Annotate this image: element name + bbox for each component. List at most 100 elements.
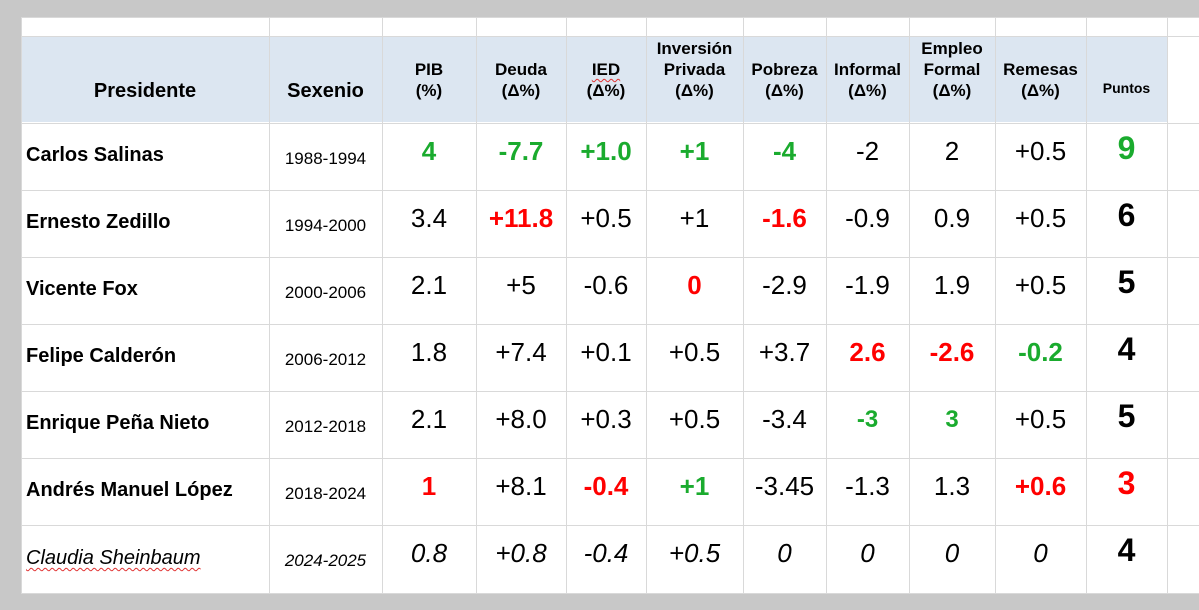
ied-cell[interactable]: -0.6	[583, 270, 629, 300]
inversion-privada-cell[interactable]: +0.5	[668, 538, 721, 568]
informal-cell[interactable]: -1.9	[845, 270, 890, 300]
remesas-cell[interactable]: +0.5	[1014, 404, 1067, 434]
pib-cell[interactable]: 2.1	[410, 404, 448, 434]
informal-cell[interactable]: 0	[860, 538, 875, 568]
header-sexenio[interactable]: Sexenio	[287, 80, 364, 102]
ied-cell[interactable]: -0.4	[583, 471, 629, 501]
header-presidente[interactable]: Presidente	[93, 80, 197, 102]
informal-cell[interactable]: 2.6	[849, 337, 886, 367]
grid-line	[646, 17, 647, 594]
grid-line	[909, 17, 910, 594]
deuda-cell[interactable]: +0.8	[495, 538, 547, 568]
ied-cell[interactable]: +0.3	[580, 404, 632, 434]
empleo-formal-cell[interactable]: -2.6	[929, 337, 975, 367]
deuda-cell[interactable]: +8.1	[495, 471, 547, 501]
header-remesas[interactable]: Remesas (Δ%)	[1003, 60, 1078, 100]
grid-line	[269, 17, 270, 594]
empleo-formal-cell[interactable]: 3	[945, 405, 959, 433]
empleo-formal-cell[interactable]: 2	[944, 136, 960, 166]
deuda-cell[interactable]: +5	[506, 270, 536, 300]
pib-cell[interactable]: 1	[421, 471, 437, 501]
empleo-formal-cell[interactable]: 0	[944, 538, 960, 568]
header-row-background	[21, 36, 1167, 122]
puntos-cell[interactable]: 5	[1117, 264, 1136, 300]
informal-cell[interactable]: -3	[856, 405, 879, 433]
informal-cell[interactable]: -2	[855, 136, 880, 166]
window-frame-left	[0, 0, 21, 610]
ied-cell[interactable]: -0.4	[583, 538, 629, 568]
informal-cell[interactable]: -0.9	[845, 203, 890, 233]
president-name-cell[interactable]: Carlos Salinas	[26, 144, 164, 166]
inversion-privada-cell[interactable]: +1	[679, 136, 710, 166]
header-inversion-privada[interactable]: Inversión Privada (Δ%)	[656, 39, 733, 100]
deuda-cell[interactable]: -7.7	[498, 136, 544, 166]
president-name-cell[interactable]: Felipe Calderón	[26, 345, 177, 367]
grid-line	[21, 458, 1199, 459]
puntos-cell[interactable]: 6	[1117, 197, 1136, 233]
inversion-privada-cell[interactable]: +1	[679, 471, 710, 501]
period-cell[interactable]: 2006-2012	[284, 349, 367, 369]
pib-cell[interactable]: 2.1	[410, 270, 448, 300]
deuda-cell[interactable]: +11.8	[488, 203, 554, 233]
header-ied[interactable]: IED (Δ%)	[586, 60, 626, 100]
period-cell[interactable]: 2018-2024	[284, 483, 367, 503]
period-cell[interactable]: 1994-2000	[284, 215, 367, 235]
grid-line	[476, 17, 477, 594]
puntos-cell[interactable]: 4	[1117, 331, 1136, 367]
grid-line	[995, 17, 996, 594]
president-name-cell[interactable]: Claudia Sheinbaum	[26, 547, 201, 569]
period-cell[interactable]: 1988-1994	[284, 148, 367, 168]
inversion-privada-cell[interactable]: 0	[687, 270, 702, 300]
puntos-cell[interactable]: 9	[1117, 130, 1136, 166]
header-empleo-formal[interactable]: Empleo Formal (Δ%)	[921, 39, 983, 100]
header-informal[interactable]: Informal (Δ%)	[833, 60, 902, 100]
informal-cell[interactable]: -1.3	[845, 471, 890, 501]
period-cell[interactable]: 2024-2025	[284, 550, 367, 570]
pobreza-cell[interactable]: -3.45	[754, 471, 815, 501]
remesas-cell[interactable]: 0	[1033, 538, 1048, 568]
inversion-privada-cell[interactable]: +0.5	[668, 404, 721, 434]
remesas-cell[interactable]: +0.6	[1014, 471, 1067, 501]
pib-cell[interactable]: 4	[421, 136, 437, 166]
pib-cell[interactable]: 1.8	[410, 337, 448, 367]
remesas-cell[interactable]: +0.5	[1014, 270, 1067, 300]
pib-cell[interactable]: 3.4	[410, 203, 448, 233]
ied-cell[interactable]: +0.5	[580, 203, 632, 233]
president-name-cell[interactable]: Andrés Manuel López	[26, 479, 233, 501]
president-name-cell[interactable]: Vicente Fox	[26, 278, 138, 300]
remesas-cell[interactable]: -0.2	[1018, 337, 1063, 367]
puntos-cell[interactable]: 5	[1117, 398, 1136, 434]
period-cell[interactable]: 2012-2018	[284, 416, 367, 436]
president-name-cell[interactable]: Enrique Peña Nieto	[26, 412, 210, 434]
period-cell[interactable]: 2000-2006	[284, 282, 367, 302]
pobreza-cell[interactable]: +3.7	[758, 337, 811, 367]
pobreza-cell[interactable]: -3.4	[762, 404, 807, 434]
deuda-cell[interactable]: +7.4	[495, 337, 547, 367]
president-name-cell[interactable]: Ernesto Zedillo	[26, 211, 171, 233]
remesas-cell[interactable]: +0.5	[1014, 203, 1067, 233]
puntos-cell[interactable]: 4	[1117, 532, 1136, 568]
header-pib[interactable]: PIB (%)	[414, 60, 444, 100]
grid-line	[21, 36, 1199, 37]
ied-cell[interactable]: +1.0	[580, 136, 632, 166]
pobreza-cell[interactable]: -4	[772, 136, 797, 166]
remesas-cell[interactable]: +0.5	[1014, 136, 1067, 166]
grid-line	[21, 17, 1199, 18]
pib-cell[interactable]: 0.8	[410, 538, 448, 568]
pobreza-cell[interactable]: -1.6	[762, 203, 807, 233]
pobreza-cell[interactable]: 0	[777, 538, 792, 568]
deuda-cell[interactable]: +8.0	[495, 404, 547, 434]
empleo-formal-cell[interactable]: 1.3	[933, 471, 971, 501]
pobreza-cell[interactable]: -2.9	[762, 270, 807, 300]
header-puntos[interactable]: Puntos	[1102, 80, 1151, 96]
empleo-formal-cell[interactable]: 0.9	[933, 203, 971, 233]
puntos-cell[interactable]: 3	[1117, 465, 1136, 501]
grid-line	[21, 391, 1199, 392]
header-deuda[interactable]: Deuda (Δ%)	[495, 60, 547, 100]
grid-line	[21, 593, 1199, 594]
inversion-privada-cell[interactable]: +0.5	[668, 337, 721, 367]
ied-cell[interactable]: +0.1	[580, 337, 632, 367]
empleo-formal-cell[interactable]: 1.9	[933, 270, 971, 300]
inversion-privada-cell[interactable]: +1	[679, 203, 710, 233]
header-pobreza[interactable]: Pobreza (Δ%)	[751, 60, 818, 100]
